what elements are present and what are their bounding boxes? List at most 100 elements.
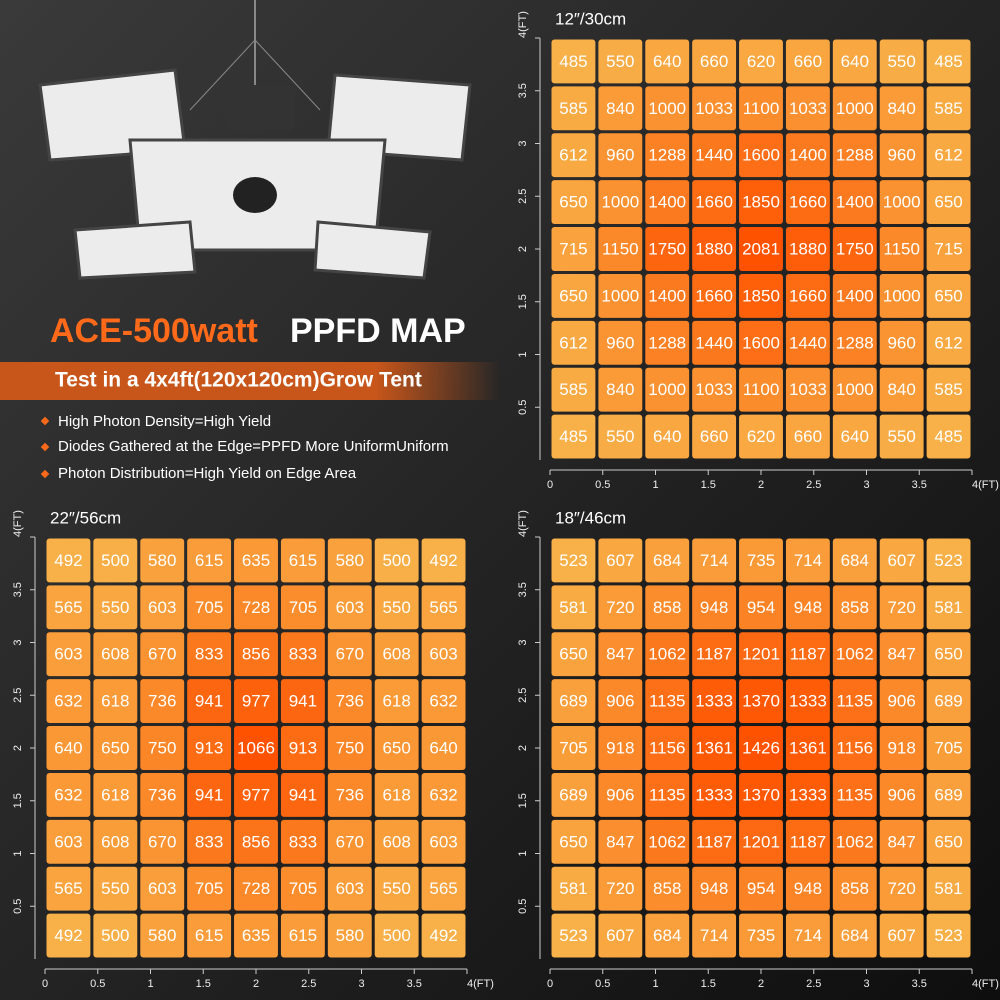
cell-label: 550 [887,427,915,446]
cell-label: 941 [289,692,317,711]
heatmap-cell [598,819,643,864]
heatmap-cell [739,679,783,724]
y-tick-label: 2.5 [12,688,24,703]
cell-label: 2081 [742,239,780,258]
heatmap-cell [832,367,877,412]
cell-label: 1361 [695,738,733,757]
heatmap-cell [645,86,690,131]
cell-label: 607 [606,551,634,570]
x-tick-label: 4(FT) [467,978,494,990]
cell-label: 736 [148,692,176,711]
cell-label: 941 [195,692,223,711]
y-tick-label: 1 [12,850,24,856]
heatmap-cell [280,819,325,864]
heatmap-cell [551,414,596,459]
heatmap-cell [645,133,690,178]
heatmap-cell [832,772,877,817]
cell-label: 485 [559,52,587,71]
heatmap-cell [645,772,690,817]
cell-label: 1062 [648,832,686,851]
cell-label: 948 [794,879,822,898]
chart-title: 22″/56cm [50,508,121,527]
heatmap-cell [832,632,877,677]
heatmap-cell [280,866,325,911]
heatmap-cell [93,772,138,817]
heatmap-cell [879,772,924,817]
cell-label: 492 [429,926,457,945]
heatmap-cell [327,679,372,724]
heatmap-cell [421,632,466,677]
cell-label: 833 [289,832,317,851]
chart-title: 18″/46cm [555,508,626,527]
heatmap-cell [93,819,138,864]
cell-label: 689 [559,785,587,804]
heatmap-cell [785,180,830,225]
cell-label: 906 [887,785,915,804]
cell-label: 620 [747,427,775,446]
heatmap-cell [598,679,643,724]
x-tick-label: 2 [758,479,764,491]
x-tick-label: 4(FT) [972,978,999,990]
cell-label: 670 [148,645,176,664]
heatmap-cell [739,39,783,84]
y-tick-label: 2.5 [517,189,529,204]
heatmap-cell [785,86,830,131]
cell-label: 550 [606,427,634,446]
heatmap-cell [598,726,643,770]
heatmap-cell [879,180,924,225]
heatmap-cell [327,632,372,677]
x-tick-label: 0 [547,479,553,491]
heatmap-cell [374,772,419,817]
cell-label: 977 [242,785,270,804]
cell-label: 960 [887,146,915,165]
cell-label: 612 [559,333,587,352]
x-tick-label: 3.5 [912,479,927,491]
cell-label: 618 [101,785,129,804]
cell-label: 735 [747,926,775,945]
x-tick-label: 3 [863,978,869,990]
cell-label: 847 [606,832,634,851]
x-tick-label: 2 [758,978,764,990]
x-tick-label: 0 [547,978,553,990]
heatmap-cell [234,866,278,911]
cell-label: 1288 [648,146,686,165]
cell-label: 689 [934,692,962,711]
cell-label: 1135 [836,692,873,711]
cell-label: 833 [195,832,223,851]
cell-label: 1440 [789,333,827,352]
heatmap-cell [234,679,278,724]
heatmap-cell [692,772,737,817]
cell-label: 1033 [695,380,733,399]
heatmap-cell [598,367,643,412]
heatmap-cell [785,772,830,817]
cell-label: 1370 [742,785,780,804]
heatmap-cell [879,273,924,318]
heatmap-cell [692,632,737,677]
heatmap-cell [739,866,783,911]
heatmap-cell [551,726,596,770]
heatmap-cell [879,86,924,131]
cell-label: 714 [700,551,728,570]
cell-label: 840 [606,99,634,118]
y-tick-label: 3.5 [517,582,529,597]
heatmap-cell [374,866,419,911]
cell-label: 1750 [836,239,874,258]
y-tick-label: 3 [12,639,24,645]
cell-label: 1850 [742,286,780,305]
cell-label: 684 [841,551,869,570]
heatmap-cell [421,866,466,911]
lamp-illustration [38,0,472,280]
x-tick-label: 0.5 [90,978,105,990]
cell-label: 615 [289,926,317,945]
heatmap-cell [879,913,924,958]
heatmap-cell [234,772,278,817]
cell-label: 918 [887,738,915,757]
cell-label: 948 [700,598,728,617]
heatmap-cell [739,133,783,178]
y-tick-label: 4(FT) [12,510,24,537]
cell-label: 500 [101,926,129,945]
cell-label: 607 [606,926,634,945]
cell-label: 608 [101,645,129,664]
cell-label: 1201 [742,832,780,851]
